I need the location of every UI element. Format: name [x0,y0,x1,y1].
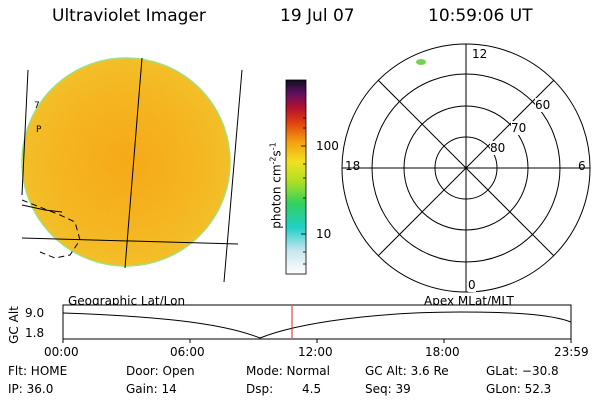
orbit-xtick-1800: 18:00 [425,345,460,359]
lat-label-80: 80 [490,141,506,155]
mlt-diagonal [377,79,555,257]
meridian-line [124,57,143,269]
geographic-latitude: GLat: −30.8 [486,364,559,378]
orbit-xtick-0600: 06:00 [170,345,205,359]
orbit-ylabel: GC Alt [7,306,21,344]
mode-status: Mode: Normal [246,364,330,378]
sequence-number: Seq: 39 [365,382,411,396]
altitude-curve [62,311,572,339]
mlt-label-0: 0 [468,278,476,292]
orbit-ytick-low: 1.8 [25,326,45,340]
left-marker: P [36,125,42,135]
horizon-line [21,69,29,196]
orbit-ytick-high: 9.0 [25,306,45,320]
colorbar-label: photon cm-2s-1 [268,142,284,229]
mlt-label-18: 18 [345,159,361,173]
orbit-xtick-1200: 12:00 [298,345,333,359]
parallel-line [21,237,239,245]
time-label: 10:59:06 UT [428,6,533,26]
lat-label-60: 60 [535,98,551,112]
dsp-label: Dsp: [246,382,274,396]
svg-text:7: 7 [34,101,40,111]
flight-status: Flt: HOME [8,364,68,378]
date-label: 19 Jul 07 [280,6,355,26]
mlt-label-6: 6 [578,159,586,173]
coastline [21,199,81,259]
colorbar [285,79,307,275]
uvi-image: 7 P [21,57,243,283]
ip-value: IP: 36.0 [8,382,54,396]
door-status: Door: Open [126,364,195,378]
gc-altitude: GC Alt: 3.6 Re [365,364,449,378]
gain-value: Gain: 14 [126,382,177,396]
colorbar-tick-100: 100 [316,139,339,153]
aurora-spot [416,59,426,65]
dsp-value: 4.5 [302,382,322,396]
mlt-label-12: 12 [472,47,488,61]
colorbar-tick-10: 10 [316,227,332,241]
geographic-longitude: GLon: 52.3 [486,382,552,396]
orbit-plot [62,304,572,343]
orbit-xtick-2359: 23:59 [554,345,589,359]
app-title: Ultraviolet Imager [52,6,206,26]
meridian-line [223,69,243,283]
orbit-xtick-0000: 00:00 [44,345,79,359]
polar-plot [341,43,591,293]
coastline [21,204,63,213]
lat-label-70: 70 [511,121,527,135]
